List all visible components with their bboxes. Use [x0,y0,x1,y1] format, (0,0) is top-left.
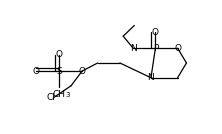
Text: 3: 3 [66,92,70,98]
Text: N: N [130,44,137,53]
Text: Cl: Cl [47,93,56,102]
Text: P: P [153,44,158,53]
Text: O: O [152,28,159,37]
Text: O: O [174,44,181,53]
Text: CH: CH [52,90,65,99]
Text: O: O [32,66,39,76]
Text: O: O [79,66,86,76]
Text: O: O [55,50,62,59]
Text: S: S [56,66,62,76]
Text: N: N [148,73,154,82]
